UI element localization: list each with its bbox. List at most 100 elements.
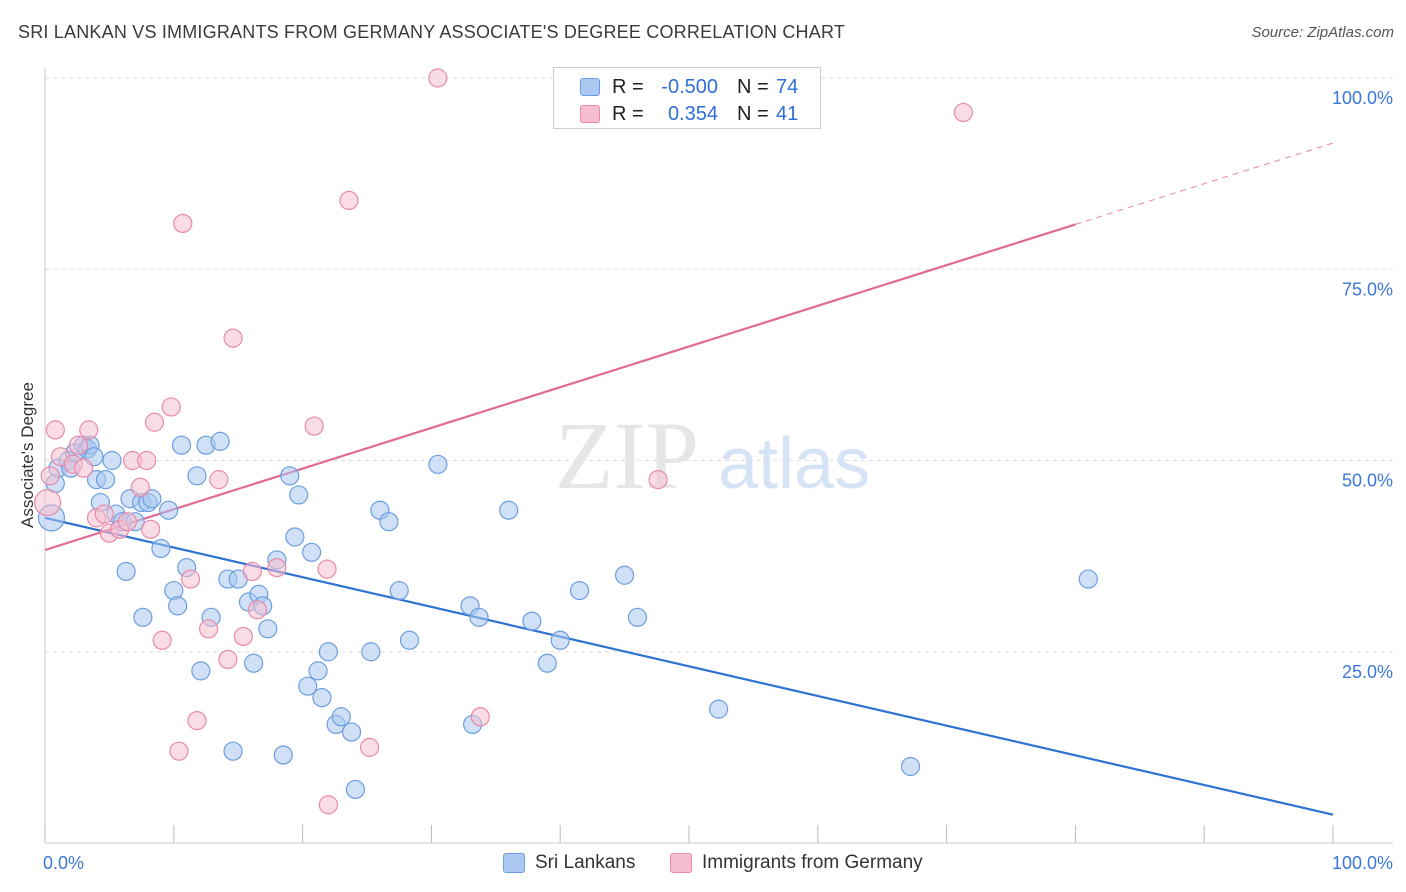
point-germany (233, 626, 253, 647)
x-tick-label: 100.0% (1332, 853, 1393, 873)
point-germany (470, 707, 490, 727)
point-sri-lankans (1078, 569, 1098, 589)
point-sri-lankans (95, 470, 116, 490)
point-sri-lankans (298, 676, 318, 696)
point-sri-lankans (142, 489, 162, 509)
source-credit: Source: ZipAtlas.com (1251, 24, 1394, 41)
point-germany (141, 519, 161, 539)
chart-title: SRI LANKAN VS IMMIGRANTS FROM GERMANY AS… (18, 22, 846, 42)
point-sri-lankans (522, 611, 542, 631)
point-sri-lankans (191, 661, 211, 681)
point-germany (339, 190, 359, 210)
point-germany (648, 470, 668, 490)
point-sri-lankans (187, 466, 207, 486)
point-germany (152, 630, 172, 650)
legend-swatch-blue (503, 853, 525, 873)
scatter-points (33, 68, 1098, 815)
point-sri-lankans (469, 607, 489, 627)
point-germany (428, 68, 448, 88)
point-sri-lankans (627, 607, 648, 627)
point-germany (304, 416, 324, 436)
point-sri-lankans (550, 630, 570, 650)
tick-labels: 25.0% 50.0% 75.0% 100.0% 0.0% 100.0% (43, 88, 1393, 873)
point-sri-lankans (900, 756, 921, 777)
r-label: R = (612, 103, 644, 125)
point-sri-lankans (389, 580, 409, 601)
point-germany (187, 710, 207, 731)
y-axis-label: Associate's Degree (18, 382, 37, 528)
point-sri-lankans (151, 538, 171, 559)
point-germany (173, 213, 193, 233)
point-germany (209, 470, 229, 490)
point-germany (318, 795, 338, 815)
point-sri-lankans (614, 565, 635, 585)
point-sri-lankans (709, 699, 729, 719)
point-sri-lankans (285, 527, 305, 547)
legend-row-sri-lankans: R = -0.500 N = 74 (554, 73, 820, 100)
n-value: 74 (776, 76, 799, 98)
point-germany (359, 737, 380, 757)
point-sri-lankans (345, 779, 366, 800)
point-germany (68, 435, 89, 455)
point-germany (247, 600, 268, 620)
point-sri-lankans (210, 431, 230, 451)
point-germany (242, 561, 262, 582)
point-germany (33, 488, 62, 517)
r-value: 0.354 (667, 103, 718, 125)
point-sri-lankans (341, 722, 362, 742)
point-sri-lankans (223, 741, 243, 761)
point-germany (74, 458, 94, 478)
watermark: ZIP atlas (555, 402, 870, 509)
gridlines (45, 77, 1393, 653)
y-tick-label: 75.0% (1342, 279, 1393, 299)
n-label: N = (737, 103, 769, 125)
series-legend: Sri Lankans Immigrants from Germany (0, 852, 1406, 878)
point-sri-lankans (399, 630, 420, 650)
point-germany (169, 741, 189, 761)
y-tick-label: 25.0% (1342, 662, 1393, 682)
point-sri-lankans (159, 500, 179, 520)
r-label: R = (612, 76, 644, 98)
n-label: N = (737, 76, 769, 98)
point-sri-lankans (428, 454, 448, 474)
point-sri-lankans (289, 485, 309, 505)
point-sri-lankans (379, 512, 399, 532)
point-sri-lankans (168, 596, 188, 616)
point-sri-lankans (318, 642, 338, 662)
point-sri-lankans (133, 607, 153, 627)
watermark-atlas: atlas (718, 424, 870, 504)
legend-row-germany: R = 0.354 N = 41 (554, 100, 820, 127)
r-value: -0.500 (661, 76, 718, 98)
point-sri-lankans (569, 580, 590, 601)
point-germany (40, 466, 60, 486)
point-germany (198, 619, 219, 639)
legend-swatch-pink (580, 105, 600, 123)
legend-swatch-pink (670, 853, 692, 873)
point-germany (267, 557, 287, 578)
y-tick-label: 100.0% (1332, 88, 1393, 108)
trend-line-extension-1 (1075, 142, 1334, 225)
legend-label: Immigrants from Germany (702, 852, 923, 873)
x-tick-label: 0.0% (43, 853, 84, 873)
point-sri-lankans (302, 542, 322, 562)
y-tick-label: 50.0% (1342, 471, 1393, 491)
point-sri-lankans (244, 653, 264, 673)
point-sri-lankans (361, 642, 381, 662)
point-sri-lankans (171, 435, 192, 455)
correlation-legend: R = -0.500 N = 74 R = 0.354 N = 41 (553, 67, 821, 129)
point-germany (130, 477, 150, 497)
point-sri-lankans (499, 500, 519, 520)
point-germany (144, 412, 165, 432)
axes (44, 68, 1393, 844)
legend-label: Sri Lankans (535, 852, 636, 873)
point-sri-lankans (280, 466, 300, 486)
point-germany (79, 420, 99, 440)
legend-swatch-blue (580, 78, 600, 96)
point-germany (223, 328, 243, 348)
point-sri-lankans (102, 450, 122, 471)
point-germany (45, 420, 65, 440)
point-germany (94, 504, 114, 524)
point-germany (161, 397, 181, 417)
point-sri-lankans (537, 653, 557, 673)
